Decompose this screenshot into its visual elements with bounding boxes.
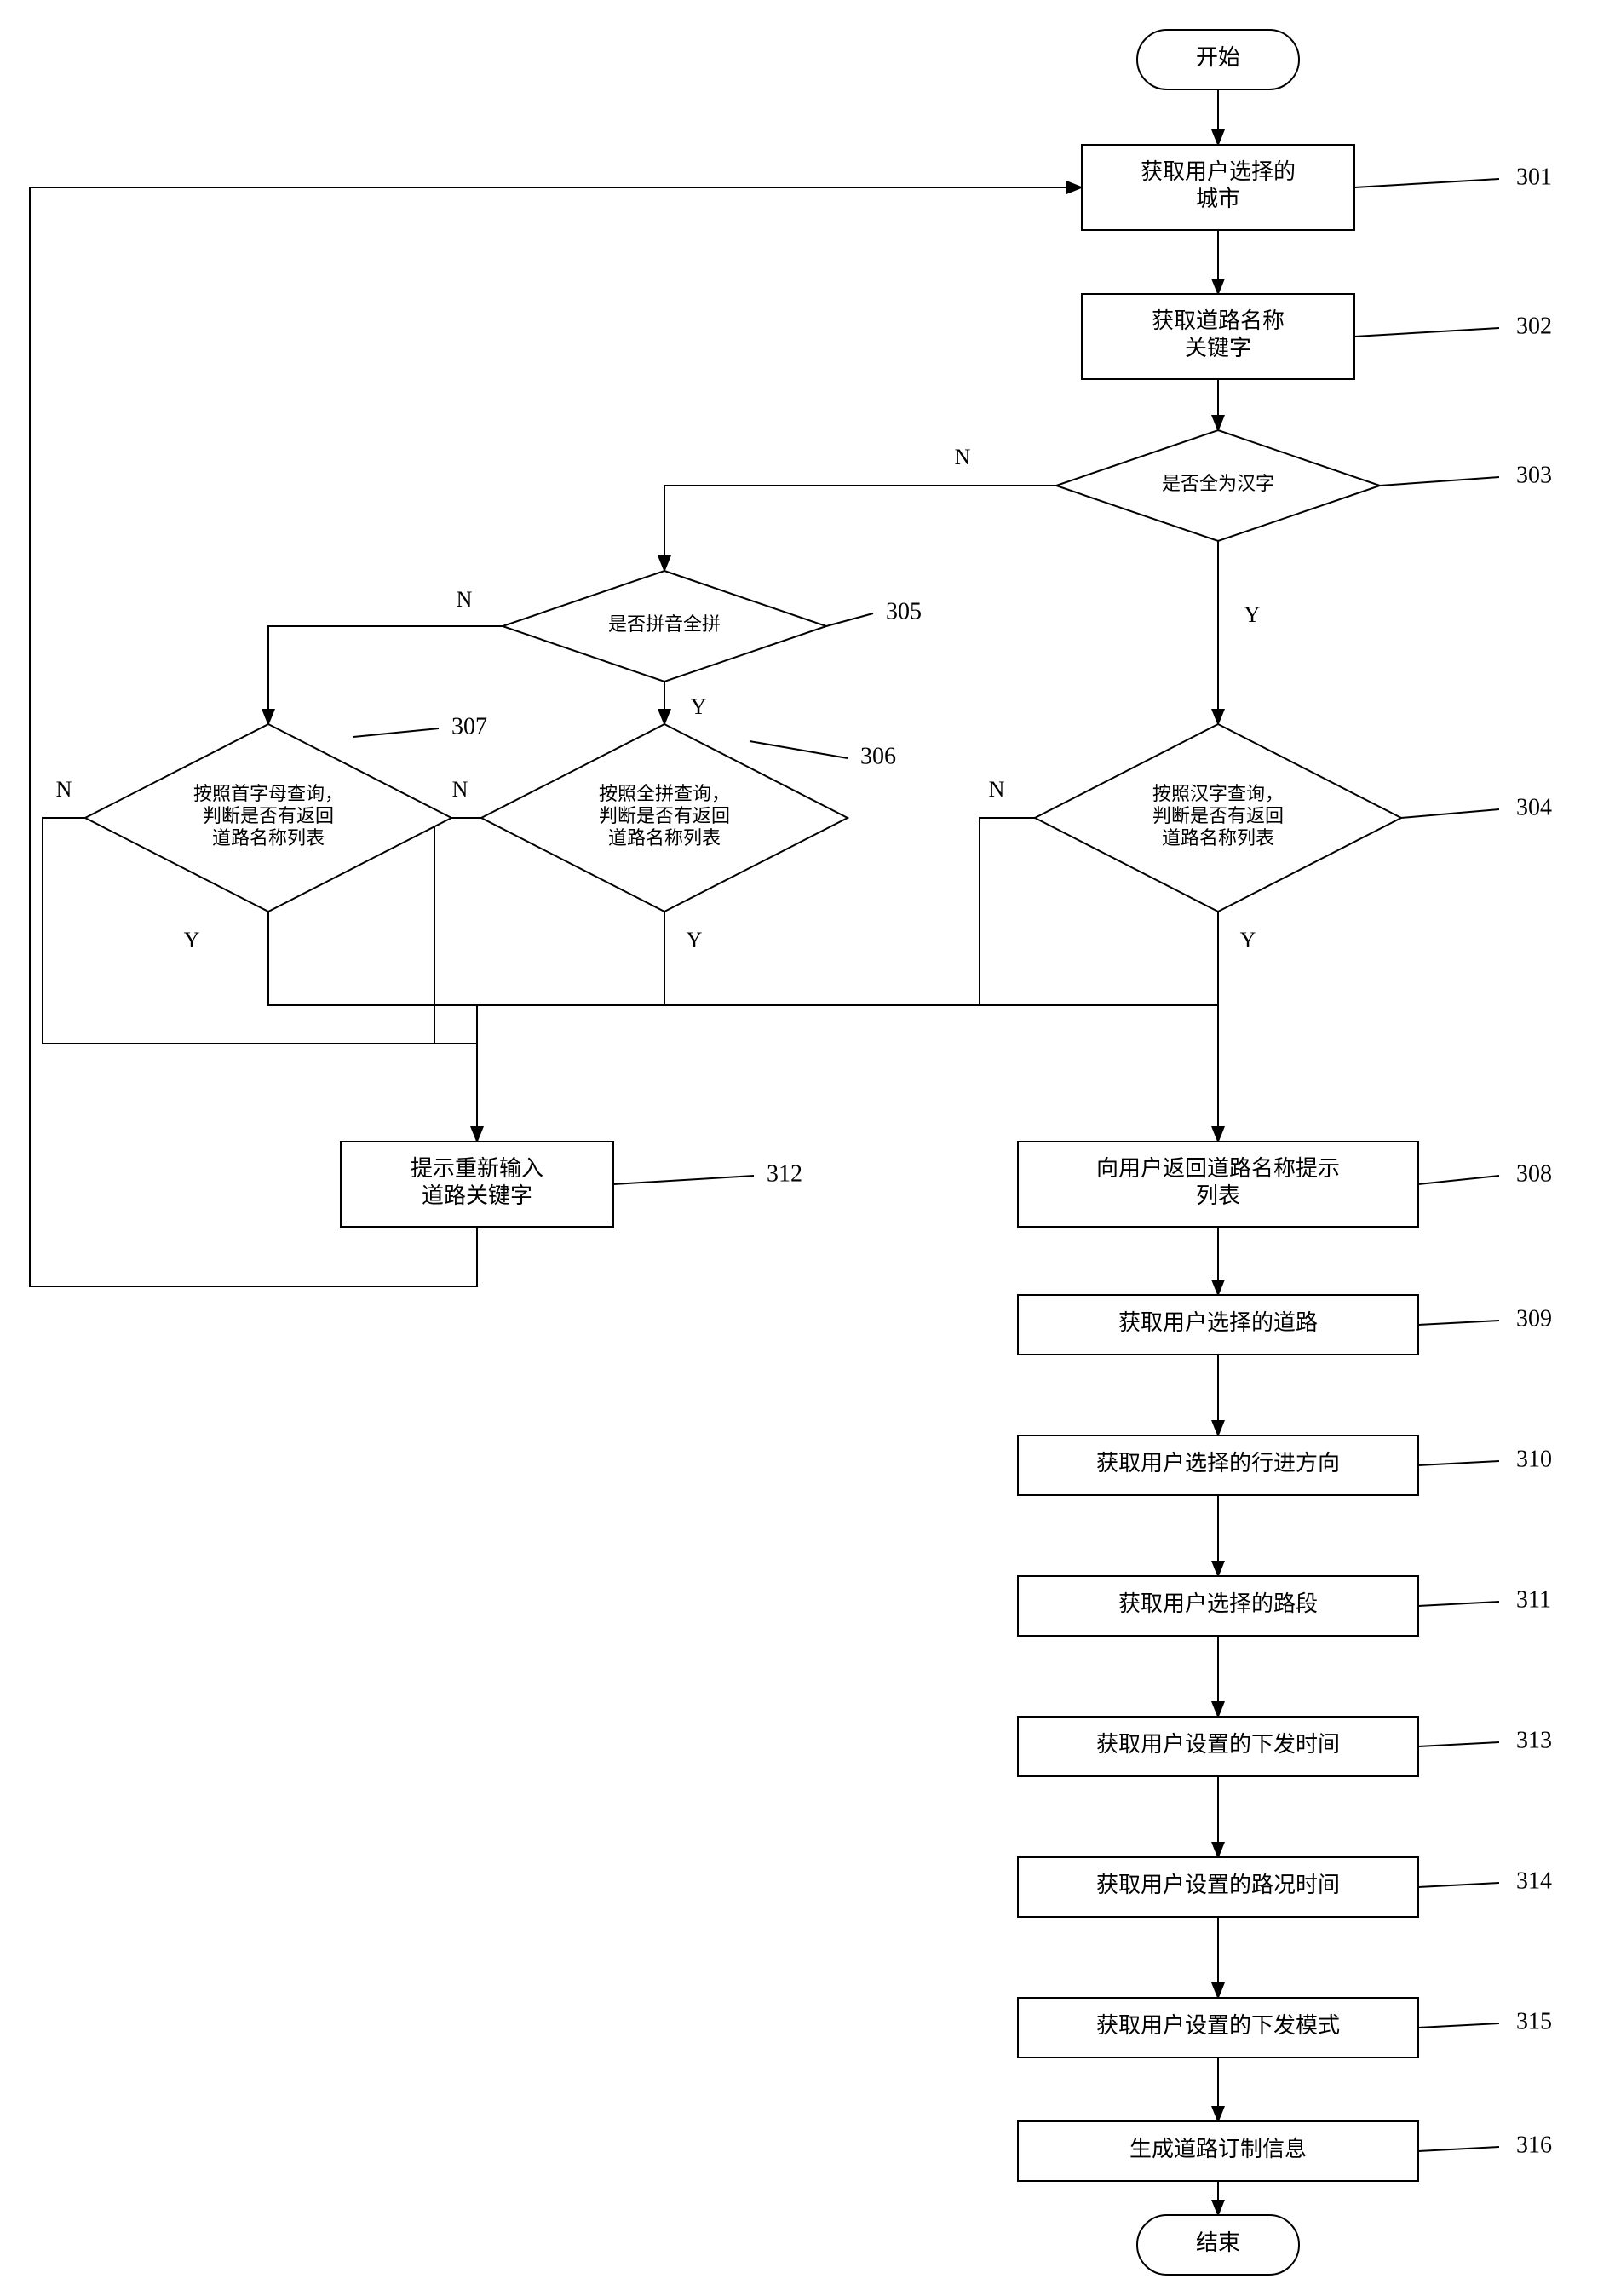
node-s308: 向用户返回道路名称提示列表	[1018, 1142, 1418, 1227]
edge-e_306N_312	[434, 818, 481, 1142]
node-s316: 生成道路订制信息	[1018, 2121, 1418, 2181]
edge-lead_316	[1418, 2147, 1499, 2151]
node-s302: 获取道路名称关键字	[1082, 294, 1354, 379]
edge-e_304N_312	[477, 818, 1035, 1142]
edge-e_305N_307	[268, 626, 503, 724]
edge-e_303N_305	[664, 486, 1056, 571]
node-text-d304: 按照汉字查询，判断是否有返回道路名称列表	[1152, 783, 1284, 849]
step-label-s315: 315	[1516, 2008, 1552, 2034]
node-d304: 按照汉字查询，判断是否有返回道路名称列表	[1035, 724, 1401, 912]
edge-lead_303	[1380, 477, 1499, 486]
edge-lead_302	[1354, 328, 1499, 337]
edge-lead_304	[1401, 809, 1499, 818]
step-label-s301: 301	[1516, 164, 1552, 190]
edge-lead_314	[1418, 1883, 1499, 1887]
node-text-d307: 按照首字母查询，判断是否有返回道路名称列表	[193, 783, 343, 849]
node-d307: 按照首字母查询，判断是否有返回道路名称列表	[85, 724, 451, 912]
node-text-s315: 获取用户设置的下发模式	[1096, 2013, 1340, 2038]
step-label-d304: 304	[1516, 794, 1552, 820]
edge-e_306Y_308	[664, 912, 1218, 1005]
edge-lead_306	[750, 741, 848, 758]
node-text-d306: 按照全拼查询，判断是否有返回道路名称列表	[599, 783, 730, 849]
node-d306: 按照全拼查询，判断是否有返回道路名称列表	[481, 724, 848, 912]
node-s311: 获取用户选择的路段	[1018, 1576, 1418, 1636]
node-s309: 获取用户选择的道路	[1018, 1295, 1418, 1355]
edge-lead_309	[1418, 1321, 1499, 1325]
node-end: 结束	[1137, 2215, 1299, 2275]
step-label-s312: 312	[767, 1160, 802, 1187]
node-text-start: 开始	[1196, 45, 1240, 70]
edge-label-e_305N_307: N	[457, 587, 473, 612]
edge-lead_310	[1418, 1461, 1499, 1465]
edge-lead_312	[613, 1176, 754, 1184]
node-s315: 获取用户设置的下发模式	[1018, 1998, 1418, 2057]
flowchart: 开始获取用户选择的城市获取道路名称关键字是否全为汉字是否拼音全拼按照首字母查询，…	[0, 0, 1615, 2296]
node-text-s309: 获取用户选择的道路	[1118, 1310, 1318, 1335]
node-d303: 是否全为汉字	[1056, 430, 1380, 541]
step-label-d305: 305	[886, 598, 922, 624]
edge-lead_305	[826, 613, 873, 626]
node-text-d303: 是否全为汉字	[1162, 473, 1274, 494]
edge-lead_311	[1418, 1602, 1499, 1606]
edge-lead_313	[1418, 1742, 1499, 1746]
node-text-s310: 获取用户选择的行进方向	[1096, 1451, 1340, 1476]
edge-label-e_307N_312: N	[56, 777, 72, 802]
edge-label-e_303Y_304: Y	[1244, 602, 1261, 627]
step-label-d306: 306	[860, 743, 896, 769]
node-start: 开始	[1137, 30, 1299, 89]
node-text-s314: 获取用户设置的路况时间	[1096, 1873, 1340, 1897]
step-label-s314: 314	[1516, 1867, 1552, 1894]
step-label-s309: 309	[1516, 1305, 1552, 1332]
step-label-s308: 308	[1516, 1160, 1552, 1187]
step-label-d307: 307	[451, 713, 487, 739]
edge-e_312_loop_301	[30, 187, 1082, 1286]
edge-lead_308	[1418, 1176, 1499, 1184]
edge-label-e_304Y_308: Y	[1240, 928, 1256, 952]
edge-label-e_304N_312: N	[989, 777, 1005, 802]
node-text-s316: 生成道路订制信息	[1129, 2137, 1307, 2161]
node-text-end: 结束	[1196, 2230, 1240, 2255]
node-s313: 获取用户设置的下发时间	[1018, 1717, 1418, 1776]
node-s314: 获取用户设置的路况时间	[1018, 1857, 1418, 1917]
edge-lead_307	[353, 728, 439, 737]
edge-label-e_306Y_308: Y	[687, 928, 703, 952]
edge-label-e_306N_312: N	[452, 777, 468, 802]
step-label-d303: 303	[1516, 462, 1552, 488]
node-s312: 提示重新输入道路关键字	[341, 1142, 613, 1227]
node-s301: 获取用户选择的城市	[1082, 145, 1354, 230]
edge-label-e_307Y_308: Y	[184, 928, 200, 952]
edge-label-e_303N_305: N	[955, 445, 971, 469]
node-text-s313: 获取用户设置的下发时间	[1096, 1732, 1340, 1757]
edge-label-e_305Y_306: Y	[691, 694, 707, 719]
edge-lead_315	[1418, 2023, 1499, 2028]
step-label-s311: 311	[1516, 1586, 1551, 1613]
node-s310: 获取用户选择的行进方向	[1018, 1436, 1418, 1495]
edge-e_307Y_308	[268, 912, 664, 1005]
edge-lead_301	[1354, 179, 1499, 187]
node-text-s311: 获取用户选择的路段	[1118, 1591, 1318, 1616]
step-label-s313: 313	[1516, 1727, 1552, 1753]
step-label-s316: 316	[1516, 2132, 1552, 2158]
node-text-d305: 是否拼音全拼	[608, 613, 721, 635]
step-label-s302: 302	[1516, 313, 1552, 339]
step-label-s310: 310	[1516, 1446, 1552, 1472]
node-d305: 是否拼音全拼	[503, 571, 826, 682]
